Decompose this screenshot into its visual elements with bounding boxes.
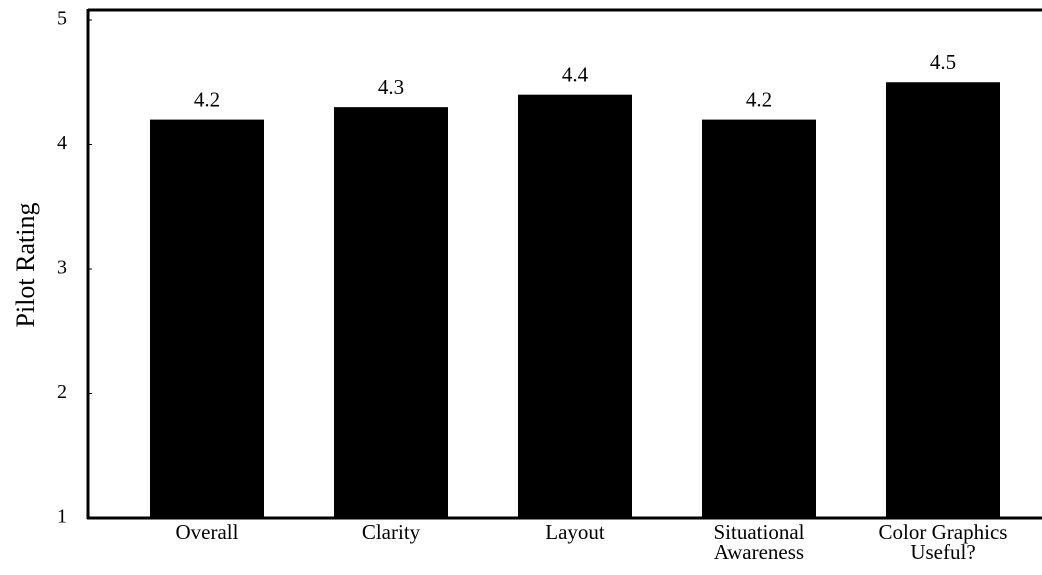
value-label: 4.3 <box>378 75 404 99</box>
value-label: 4.2 <box>194 87 220 111</box>
x-tick-label: Layout <box>545 520 605 544</box>
x-tick-label: Clarity <box>361 520 421 544</box>
bar <box>334 107 448 519</box>
value-label: 4.5 <box>930 50 956 74</box>
value-label: 4.4 <box>562 63 589 87</box>
x-tick-label: Situational Awareness <box>713 520 805 564</box>
x-tick-label: Overall <box>175 520 239 544</box>
x-tick-label: Color Graphics Useful? <box>878 520 1008 564</box>
value-label: 4.2 <box>746 87 772 111</box>
y-tick-label: 2 <box>57 381 67 403</box>
y-tick-label: 5 <box>57 8 67 30</box>
bar <box>150 119 264 518</box>
y-tick-label: 1 <box>57 506 67 528</box>
y-tick-label: 3 <box>57 257 67 279</box>
y-tick-label: 4 <box>57 132 67 154</box>
y-axis-label: Pilot Rating <box>11 203 40 328</box>
bar <box>886 82 1000 518</box>
bar <box>518 94 632 518</box>
bar <box>702 119 816 518</box>
